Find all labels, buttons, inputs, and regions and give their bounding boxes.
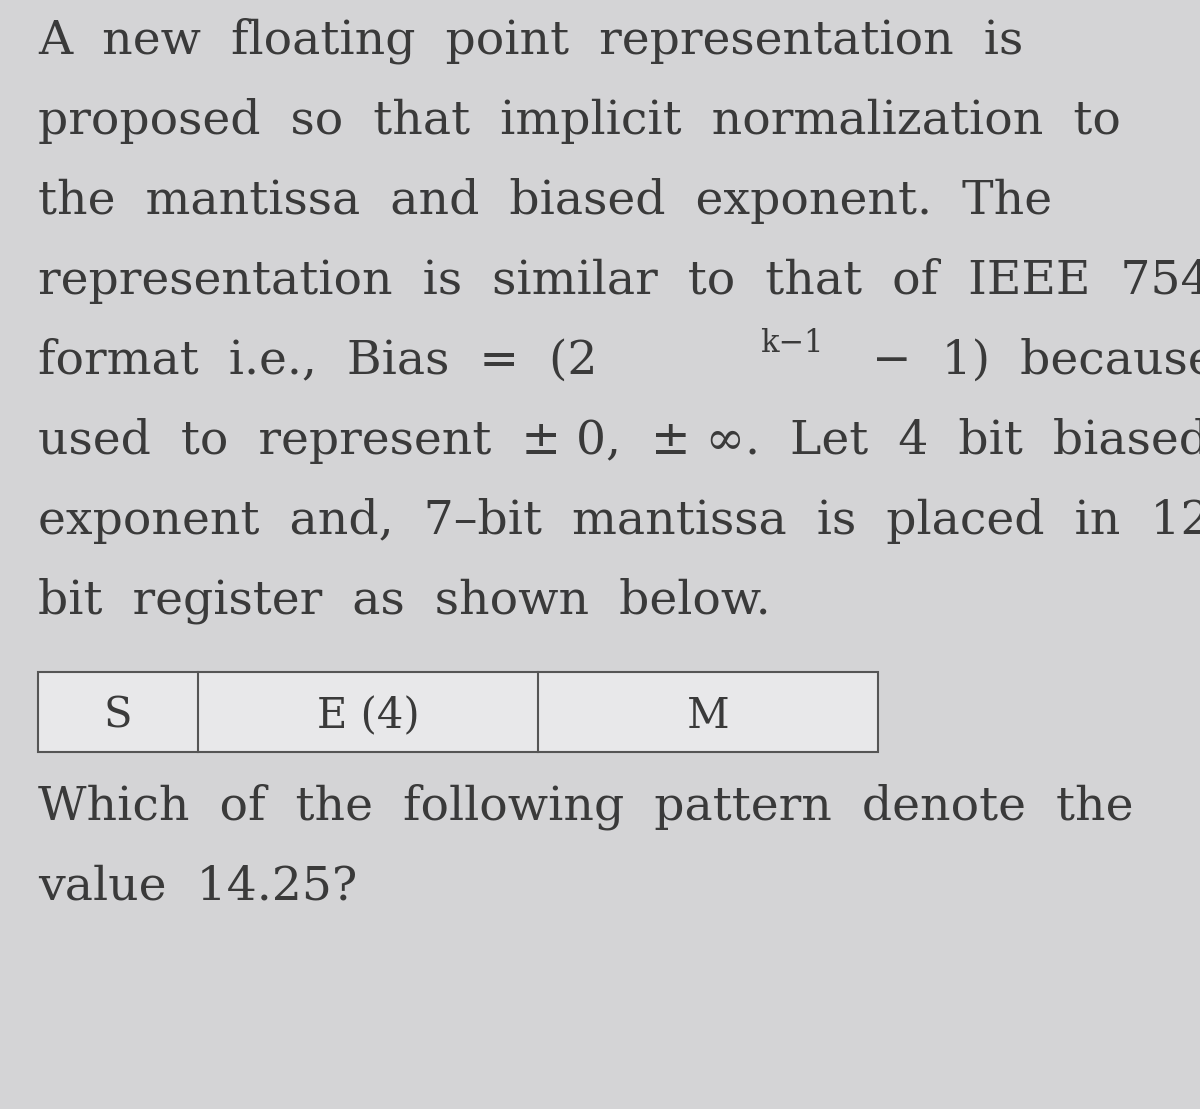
Text: format  i.e.,  Bias  =  (2: format i.e., Bias = (2	[38, 338, 598, 384]
Text: Which  of  the  following  pattern  denote  the: Which of the following pattern denote th…	[38, 783, 1134, 830]
Text: value  14.25?: value 14.25?	[38, 864, 358, 909]
Text: −  1)  because  it  is: − 1) because it is	[842, 338, 1200, 384]
Text: E (4): E (4)	[317, 695, 419, 737]
Text: M: M	[686, 695, 730, 737]
Text: format  i.e.,  Bias  =  (2: format i.e., Bias = (2	[38, 338, 598, 384]
Text: S: S	[103, 695, 132, 737]
Text: representation  is  similar  to  that  of  IEEE  754: representation is similar to that of IEE…	[38, 258, 1200, 304]
Text: exponent  and,  7–bit  mantissa  is  placed  in  12: exponent and, 7–bit mantissa is placed i…	[38, 498, 1200, 545]
Text: A  new  floating  point  representation  is: A new floating point representation is	[38, 18, 1024, 64]
Text: k−1: k−1	[760, 328, 823, 359]
Text: k−1: k−1	[760, 328, 823, 359]
Bar	[38, 672, 878, 752]
Text: proposed  so  that  implicit  normalization  to: proposed so that implicit normalization …	[38, 98, 1121, 144]
Text: the  mantissa  and  biased  exponent.  The: the mantissa and biased exponent. The	[38, 179, 1052, 224]
Text: used  to  represent  ± 0,  ± ∞.  Let  4  bit  biased: used to represent ± 0, ± ∞. Let 4 bit bi…	[38, 418, 1200, 464]
Text: bit  register  as  shown  below.: bit register as shown below.	[38, 578, 770, 624]
